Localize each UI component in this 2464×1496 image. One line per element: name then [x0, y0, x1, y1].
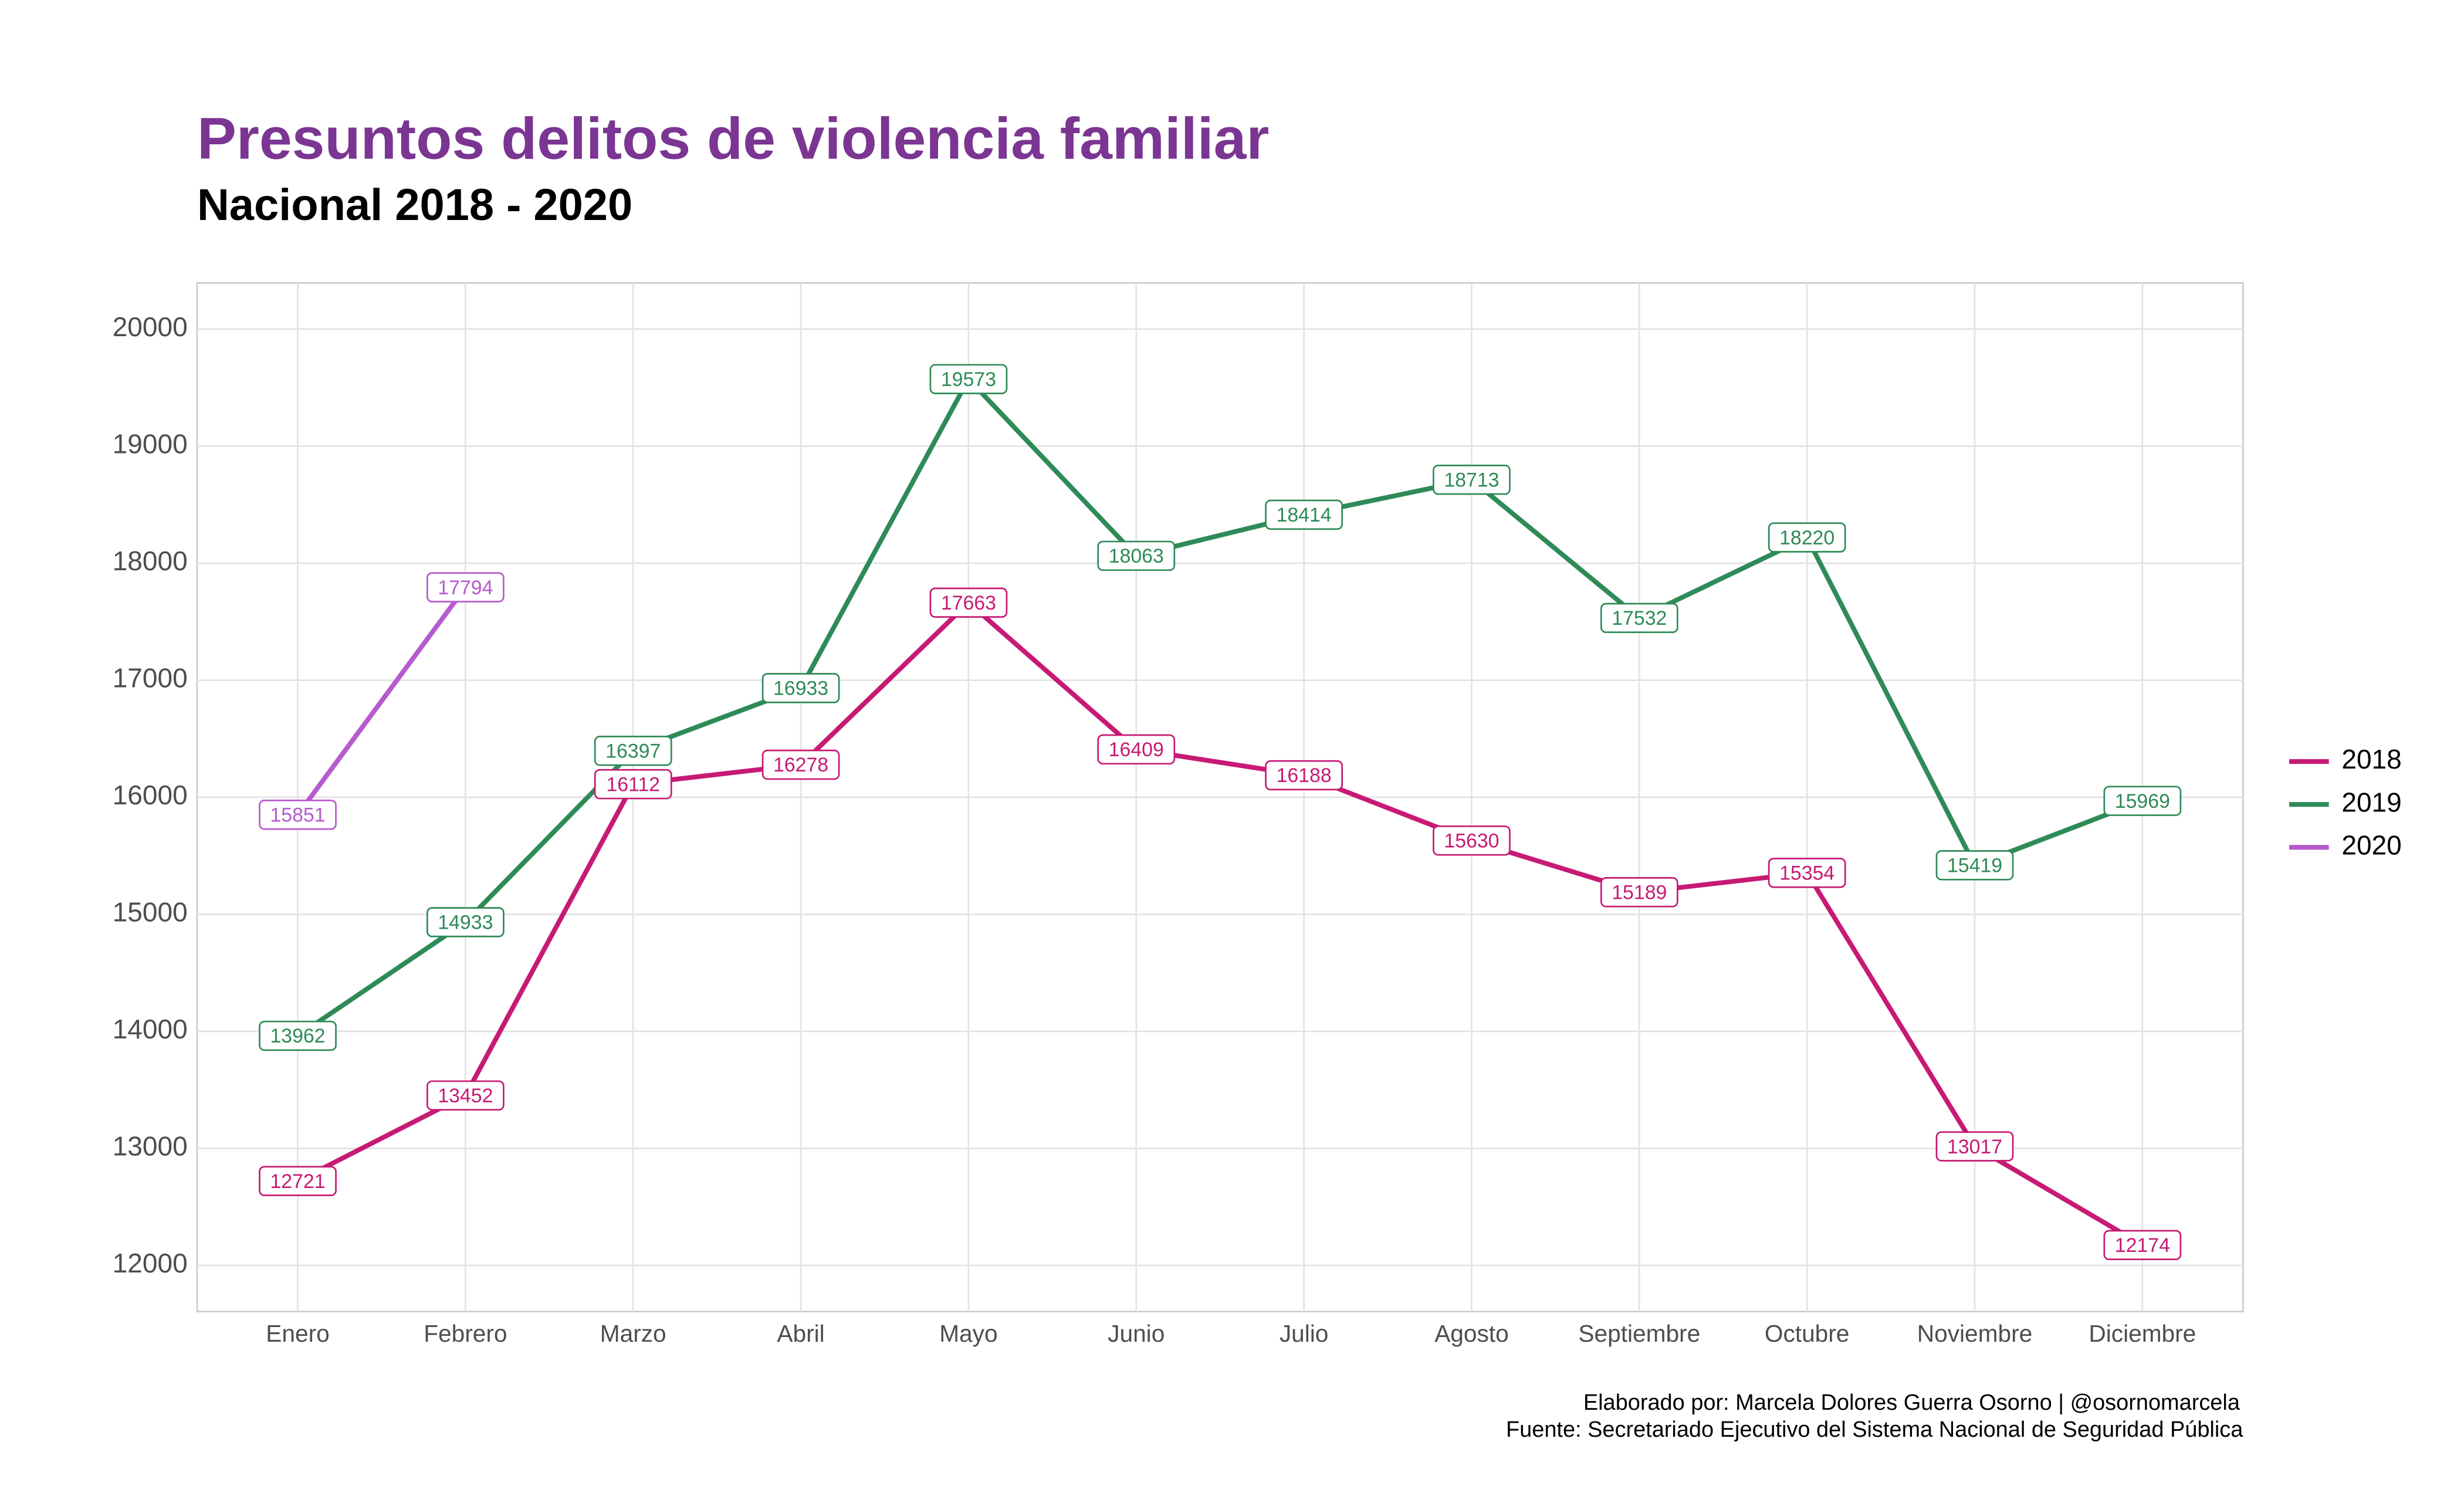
x-tick-label: Febrero	[424, 1320, 507, 1347]
y-tick-label: 20000	[113, 312, 188, 342]
data-label-box	[1433, 825, 1511, 856]
caption: Elaborado por: Marcela Dolores Guerra Os…	[1583, 1390, 2240, 1415]
data-label: 15354	[1779, 862, 1835, 885]
data-label-box	[1433, 465, 1511, 495]
data-label-box	[1600, 603, 1678, 634]
x-tick-label: Noviembre	[1917, 1320, 2032, 1347]
data-label: 13962	[270, 1025, 325, 1047]
line	[296, 375, 2144, 1038]
x-tick-label: Diciembre	[2089, 1320, 2196, 1347]
data-label-box	[259, 1166, 337, 1196]
legend-label: 2020	[2341, 830, 2401, 861]
chart-subtitle: Nacional 2018 - 2020	[197, 180, 632, 230]
data-label: 16933	[773, 678, 828, 700]
chart-title: Presuntos delitos de violencia familiar	[197, 106, 1269, 171]
data-label: 13452	[438, 1085, 493, 1107]
y-tick-label: 17000	[113, 663, 188, 693]
y-tick-label: 19000	[113, 429, 188, 459]
data-label-box	[1768, 522, 1846, 553]
data-label: 12174	[2115, 1234, 2170, 1257]
data-label: 18713	[1444, 469, 1499, 491]
data-label-box	[929, 364, 1008, 394]
data-label: 18414	[1277, 504, 1332, 526]
data-label-box	[1768, 858, 1846, 888]
data-label-box	[1935, 1131, 2014, 1162]
data-label: 15419	[1947, 855, 2002, 877]
data-label: 18220	[1779, 527, 1835, 549]
data-label: 16397	[605, 740, 661, 762]
y-tick-label: 15000	[113, 897, 188, 928]
data-label-box	[1097, 540, 1176, 571]
data-label-box	[1600, 877, 1678, 908]
line	[296, 585, 468, 817]
data-label-box	[426, 1080, 505, 1111]
legend-label: 2018	[2341, 744, 2401, 774]
x-tick-label: Junio	[1108, 1320, 1165, 1347]
data-label: 16278	[773, 754, 828, 776]
x-tick-label: Octubre	[1765, 1320, 1850, 1347]
data-label: 17794	[438, 577, 493, 599]
data-label-box	[259, 799, 337, 830]
data-label: 18063	[1109, 545, 1164, 567]
data-label-box	[594, 736, 672, 766]
data-label-box	[761, 749, 840, 780]
x-tick-label: Enero	[266, 1320, 329, 1347]
x-tick-label: Septiembre	[1578, 1320, 1700, 1347]
x-tick-label: Agosto	[1434, 1320, 1508, 1347]
data-label-box	[2103, 786, 2182, 816]
data-label: 16112	[606, 773, 660, 796]
data-label: 15969	[2115, 790, 2170, 813]
data-label: 17532	[1612, 607, 1667, 629]
data-label-box	[259, 1020, 337, 1051]
data-label: 15189	[1612, 881, 1667, 903]
data-label-box	[929, 587, 1008, 618]
data-label: 15630	[1444, 830, 1499, 852]
data-label-box	[1097, 734, 1176, 765]
data-label: 16409	[1109, 739, 1164, 761]
data-label-box	[594, 769, 672, 800]
data-label: 13017	[1947, 1136, 2002, 1158]
legend-label: 2019	[2341, 787, 2401, 817]
x-tick-label: Julio	[1280, 1320, 1329, 1347]
data-label: 19573	[941, 368, 996, 391]
data-label-box	[761, 673, 840, 703]
caption: Fuente: Secretariado Ejecutivo del Siste…	[1506, 1417, 2243, 1442]
line	[296, 599, 2144, 1247]
data-label-box	[1265, 499, 1343, 530]
data-label-box	[426, 907, 505, 937]
y-tick-label: 13000	[113, 1131, 188, 1162]
data-label: 15851	[270, 804, 325, 826]
data-label-box	[2103, 1230, 2182, 1261]
data-label: 16188	[1277, 764, 1332, 787]
data-label: 14933	[438, 912, 493, 934]
y-tick-label: 14000	[113, 1014, 188, 1044]
y-tick-label: 16000	[113, 780, 188, 810]
data-label: 17663	[941, 592, 996, 614]
data-label-box	[1265, 760, 1343, 791]
data-label: 12721	[270, 1170, 325, 1193]
x-tick-label: Marzo	[600, 1320, 666, 1347]
x-tick-label: Mayo	[939, 1320, 997, 1347]
data-label-box	[426, 572, 505, 603]
y-tick-label: 18000	[113, 546, 188, 576]
data-label-box	[1935, 850, 2014, 881]
y-tick-label: 12000	[113, 1248, 188, 1278]
x-tick-label: Abril	[777, 1320, 824, 1347]
